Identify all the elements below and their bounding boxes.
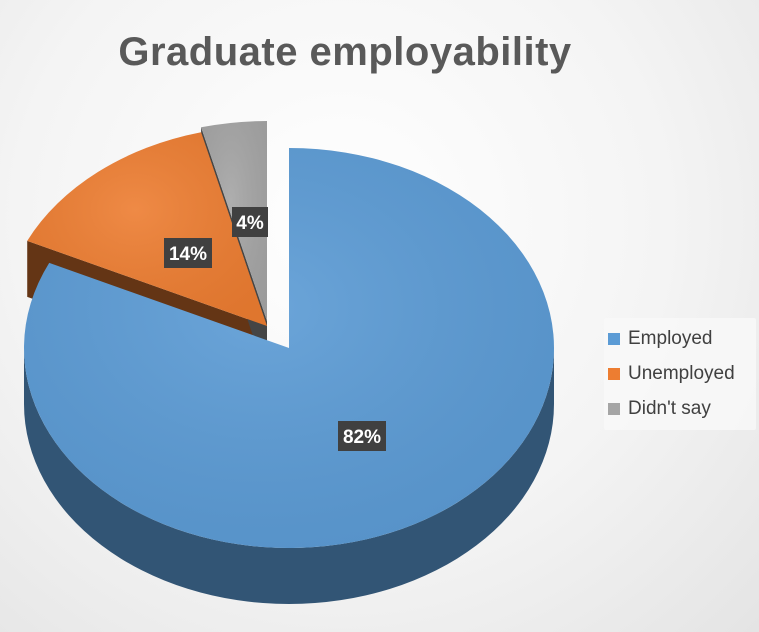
legend-label-unemployed: Unemployed	[628, 363, 735, 384]
legend-label-didnt-say: Didn't say	[628, 398, 711, 419]
data-label-box-unemployed	[164, 238, 212, 268]
data-label-unemployed: 14%	[169, 244, 207, 265]
legend-swatch-unemployed	[608, 368, 620, 380]
legend-item-didnt-say: Didn't say	[608, 396, 711, 422]
legend-item-unemployed: Unemployed	[608, 361, 735, 387]
chart-title: Graduate employability	[118, 30, 572, 74]
data-label-box-didn-t-say	[232, 207, 268, 237]
legend: Employed Unemployed Didn't say	[604, 318, 756, 430]
pie-side-employed	[24, 348, 554, 604]
data-label-employed: 82%	[343, 427, 381, 448]
legend-swatch-employed	[608, 333, 620, 345]
legend-swatch-didnt-say	[608, 403, 620, 415]
legend-item-employed: Employed	[608, 326, 713, 352]
data-label-didn-t-say: 4%	[236, 213, 264, 234]
data-label-box-employed	[338, 421, 386, 451]
pie-labels: 82% 14% 4%	[164, 207, 386, 451]
legend-label-employed: Employed	[628, 328, 713, 349]
pie-tops	[24, 121, 554, 548]
